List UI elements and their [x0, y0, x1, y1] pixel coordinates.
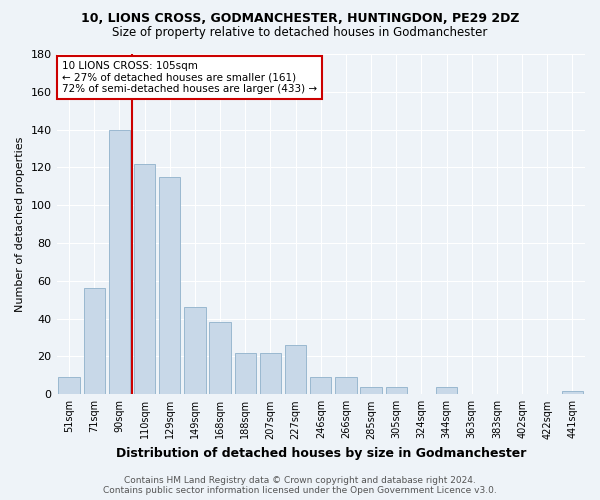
- Bar: [260, 352, 281, 395]
- Bar: [209, 322, 231, 394]
- Bar: [386, 386, 407, 394]
- Text: Size of property relative to detached houses in Godmanchester: Size of property relative to detached ho…: [112, 26, 488, 39]
- Bar: [134, 164, 155, 394]
- Bar: [83, 288, 105, 395]
- Text: 10 LIONS CROSS: 105sqm
← 27% of detached houses are smaller (161)
72% of semi-de: 10 LIONS CROSS: 105sqm ← 27% of detached…: [62, 61, 317, 94]
- Bar: [184, 308, 206, 394]
- Bar: [361, 386, 382, 394]
- Y-axis label: Number of detached properties: Number of detached properties: [15, 136, 25, 312]
- Text: Contains HM Land Registry data © Crown copyright and database right 2024.
Contai: Contains HM Land Registry data © Crown c…: [103, 476, 497, 495]
- Bar: [285, 345, 307, 395]
- X-axis label: Distribution of detached houses by size in Godmanchester: Distribution of detached houses by size …: [116, 447, 526, 460]
- Text: 10, LIONS CROSS, GODMANCHESTER, HUNTINGDON, PE29 2DZ: 10, LIONS CROSS, GODMANCHESTER, HUNTINGD…: [81, 12, 519, 26]
- Bar: [335, 378, 356, 394]
- Bar: [235, 352, 256, 395]
- Bar: [58, 378, 80, 394]
- Bar: [310, 378, 331, 394]
- Bar: [109, 130, 130, 394]
- Bar: [436, 386, 457, 394]
- Bar: [159, 177, 181, 394]
- Bar: [562, 390, 583, 394]
